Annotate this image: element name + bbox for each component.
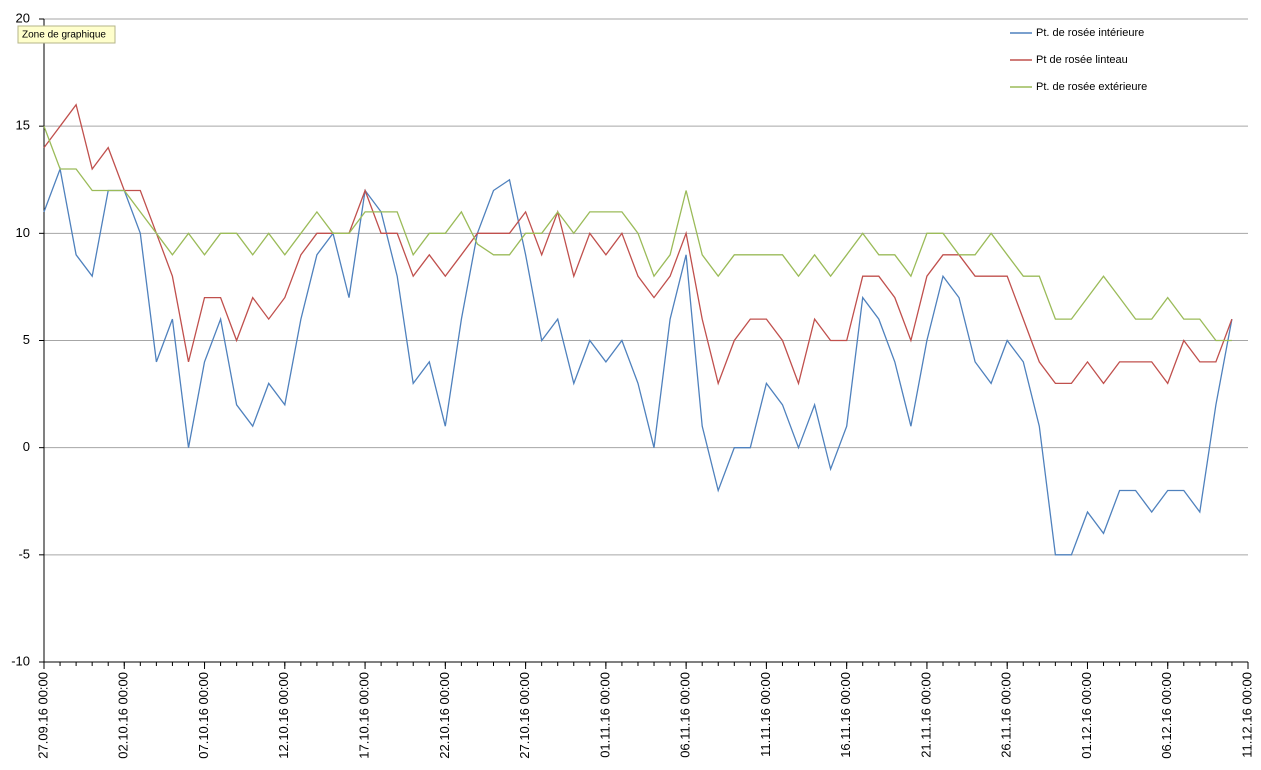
x-tick-label: 01.11.16 00:00: [597, 672, 612, 758]
x-tick-label: 07.10.16 00:00: [196, 672, 211, 759]
x-tick-label: 27.09.16 00:00: [35, 672, 50, 759]
x-tick-label: 21.11.16 00:00: [918, 672, 933, 758]
x-tick-label: 11.11.16 00:00: [758, 672, 773, 757]
x-tick-label: 12.10.16 00:00: [276, 672, 291, 759]
legend-label: Pt. de rosée extérieure: [1036, 81, 1147, 93]
x-tick-label: 16.11.16 00:00: [838, 672, 853, 758]
x-tick-label: 11.12.16 00:00: [1239, 672, 1254, 758]
x-tick-label: 01.12.16 00:00: [1079, 672, 1094, 759]
y-tick-label: -5: [18, 546, 30, 561]
x-tick-label: 26.11.16 00:00: [999, 672, 1014, 758]
x-tick-label: 06.11.16 00:00: [678, 672, 693, 758]
series-line: [43, 103, 1233, 386]
x-tick-label: 22.10.16 00:00: [437, 672, 452, 759]
y-tick-label: 5: [23, 332, 30, 347]
y-tick-label: 20: [16, 10, 30, 25]
x-tick-label: 27.10.16 00:00: [517, 672, 532, 759]
series-line: [43, 166, 1233, 556]
legend-label: Pt. de rosée intérieure: [1036, 27, 1144, 39]
x-tick-label: 17.10.16 00:00: [357, 672, 372, 759]
tooltip: Zone de graphique: [22, 30, 106, 41]
legend-label: Pt de rosée linteau: [1036, 54, 1128, 66]
series-line: [43, 125, 1232, 342]
y-tick-label: 10: [16, 225, 30, 240]
y-tick-label: 15: [16, 118, 30, 133]
x-tick-label: 06.12.16 00:00: [1159, 672, 1174, 759]
tooltip-box: [17, 25, 116, 44]
y-tick-label: -10: [11, 653, 30, 668]
x-tick-label: 02.10.16 00:00: [116, 672, 131, 759]
y-tick-label: 0: [23, 439, 30, 454]
plot: -10 -5 0 5 10 15 20 27.09.16 00:00 02.10.16 00:0…: [11, 10, 1254, 758]
